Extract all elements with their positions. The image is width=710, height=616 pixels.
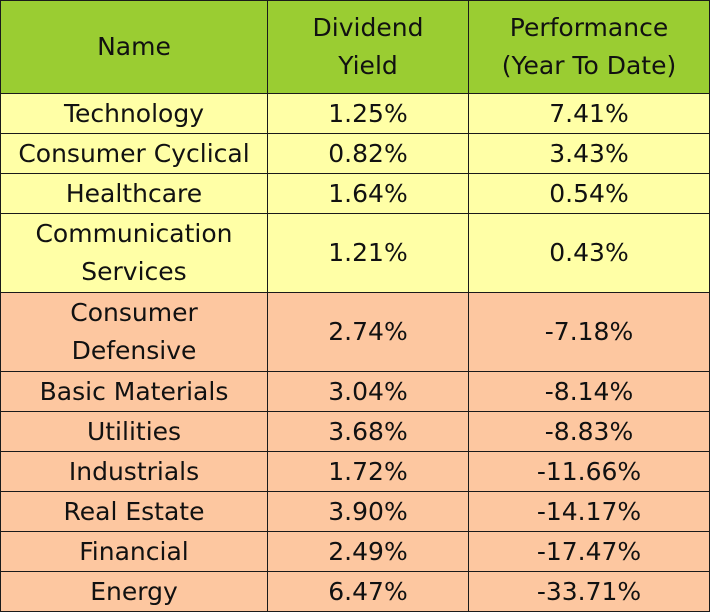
table-row: Basic Materials 3.04% -8.14% — [0, 371, 710, 412]
performance-ytd: 0.54% — [468, 173, 710, 214]
table-row: Consumer Cyclical 0.82% 3.43% — [0, 133, 710, 174]
performance-ytd: 7.41% — [468, 93, 710, 134]
dividend-yield: 1.21% — [267, 213, 469, 293]
table-row: Healthcare 1.64% 0.54% — [0, 173, 710, 214]
performance-ytd: 3.43% — [468, 133, 710, 174]
dividend-yield: 1.64% — [267, 173, 469, 214]
sector-name: Utilities — [0, 411, 268, 452]
performance-ytd: -7.18% — [468, 292, 710, 372]
table-row: Industrials 1.72% -11.66% — [0, 451, 710, 492]
dividend-yield: 6.47% — [267, 571, 469, 612]
performance-ytd: -17.47% — [468, 531, 710, 572]
dividend-yield: 1.72% — [267, 451, 469, 492]
dividend-yield: 0.82% — [267, 133, 469, 174]
sector-name: Energy — [0, 571, 268, 612]
sector-name: Financial — [0, 531, 268, 572]
sector-name: Healthcare — [0, 173, 268, 214]
table-row: Financial 2.49% -17.47% — [0, 531, 710, 572]
dividend-yield: 3.04% — [267, 371, 469, 412]
dividend-yield: 3.68% — [267, 411, 469, 452]
sector-name: Basic Materials — [0, 371, 268, 412]
header-dividend-yield: Dividend Yield — [267, 0, 469, 94]
performance-ytd: -14.17% — [468, 491, 710, 532]
header-row: Name Dividend Yield Performance (Year To… — [0, 0, 710, 94]
sector-name: Technology — [0, 93, 268, 134]
dividend-yield: 3.90% — [267, 491, 469, 532]
performance-ytd: -8.14% — [468, 371, 710, 412]
table-row: Energy 6.47% -33.71% — [0, 571, 710, 612]
sector-name: Consumer Cyclical — [0, 133, 268, 174]
dividend-yield: 1.25% — [267, 93, 469, 134]
performance-ytd: 0.43% — [468, 213, 710, 293]
table-row: Technology 1.25% 7.41% — [0, 93, 710, 134]
table-row: Consumer Defensive 2.74% -7.18% — [0, 292, 710, 372]
header-performance-ytd: Performance (Year To Date) — [468, 0, 710, 94]
sector-name: Communication Services — [0, 213, 268, 293]
performance-ytd: -11.66% — [468, 451, 710, 492]
sector-name: Industrials — [0, 451, 268, 492]
table-row: Real Estate 3.90% -14.17% — [0, 491, 710, 532]
dividend-yield: 2.49% — [267, 531, 469, 572]
performance-ytd: -8.83% — [468, 411, 710, 452]
sector-name: Real Estate — [0, 491, 268, 532]
sector-name: Consumer Defensive — [0, 292, 268, 372]
performance-ytd: -33.71% — [468, 571, 710, 612]
header-name: Name — [0, 0, 268, 94]
table-row: Communication Services 1.21% 0.43% — [0, 213, 710, 293]
dividend-yield: 2.74% — [267, 292, 469, 372]
table-row: Utilities 3.68% -8.83% — [0, 411, 710, 452]
